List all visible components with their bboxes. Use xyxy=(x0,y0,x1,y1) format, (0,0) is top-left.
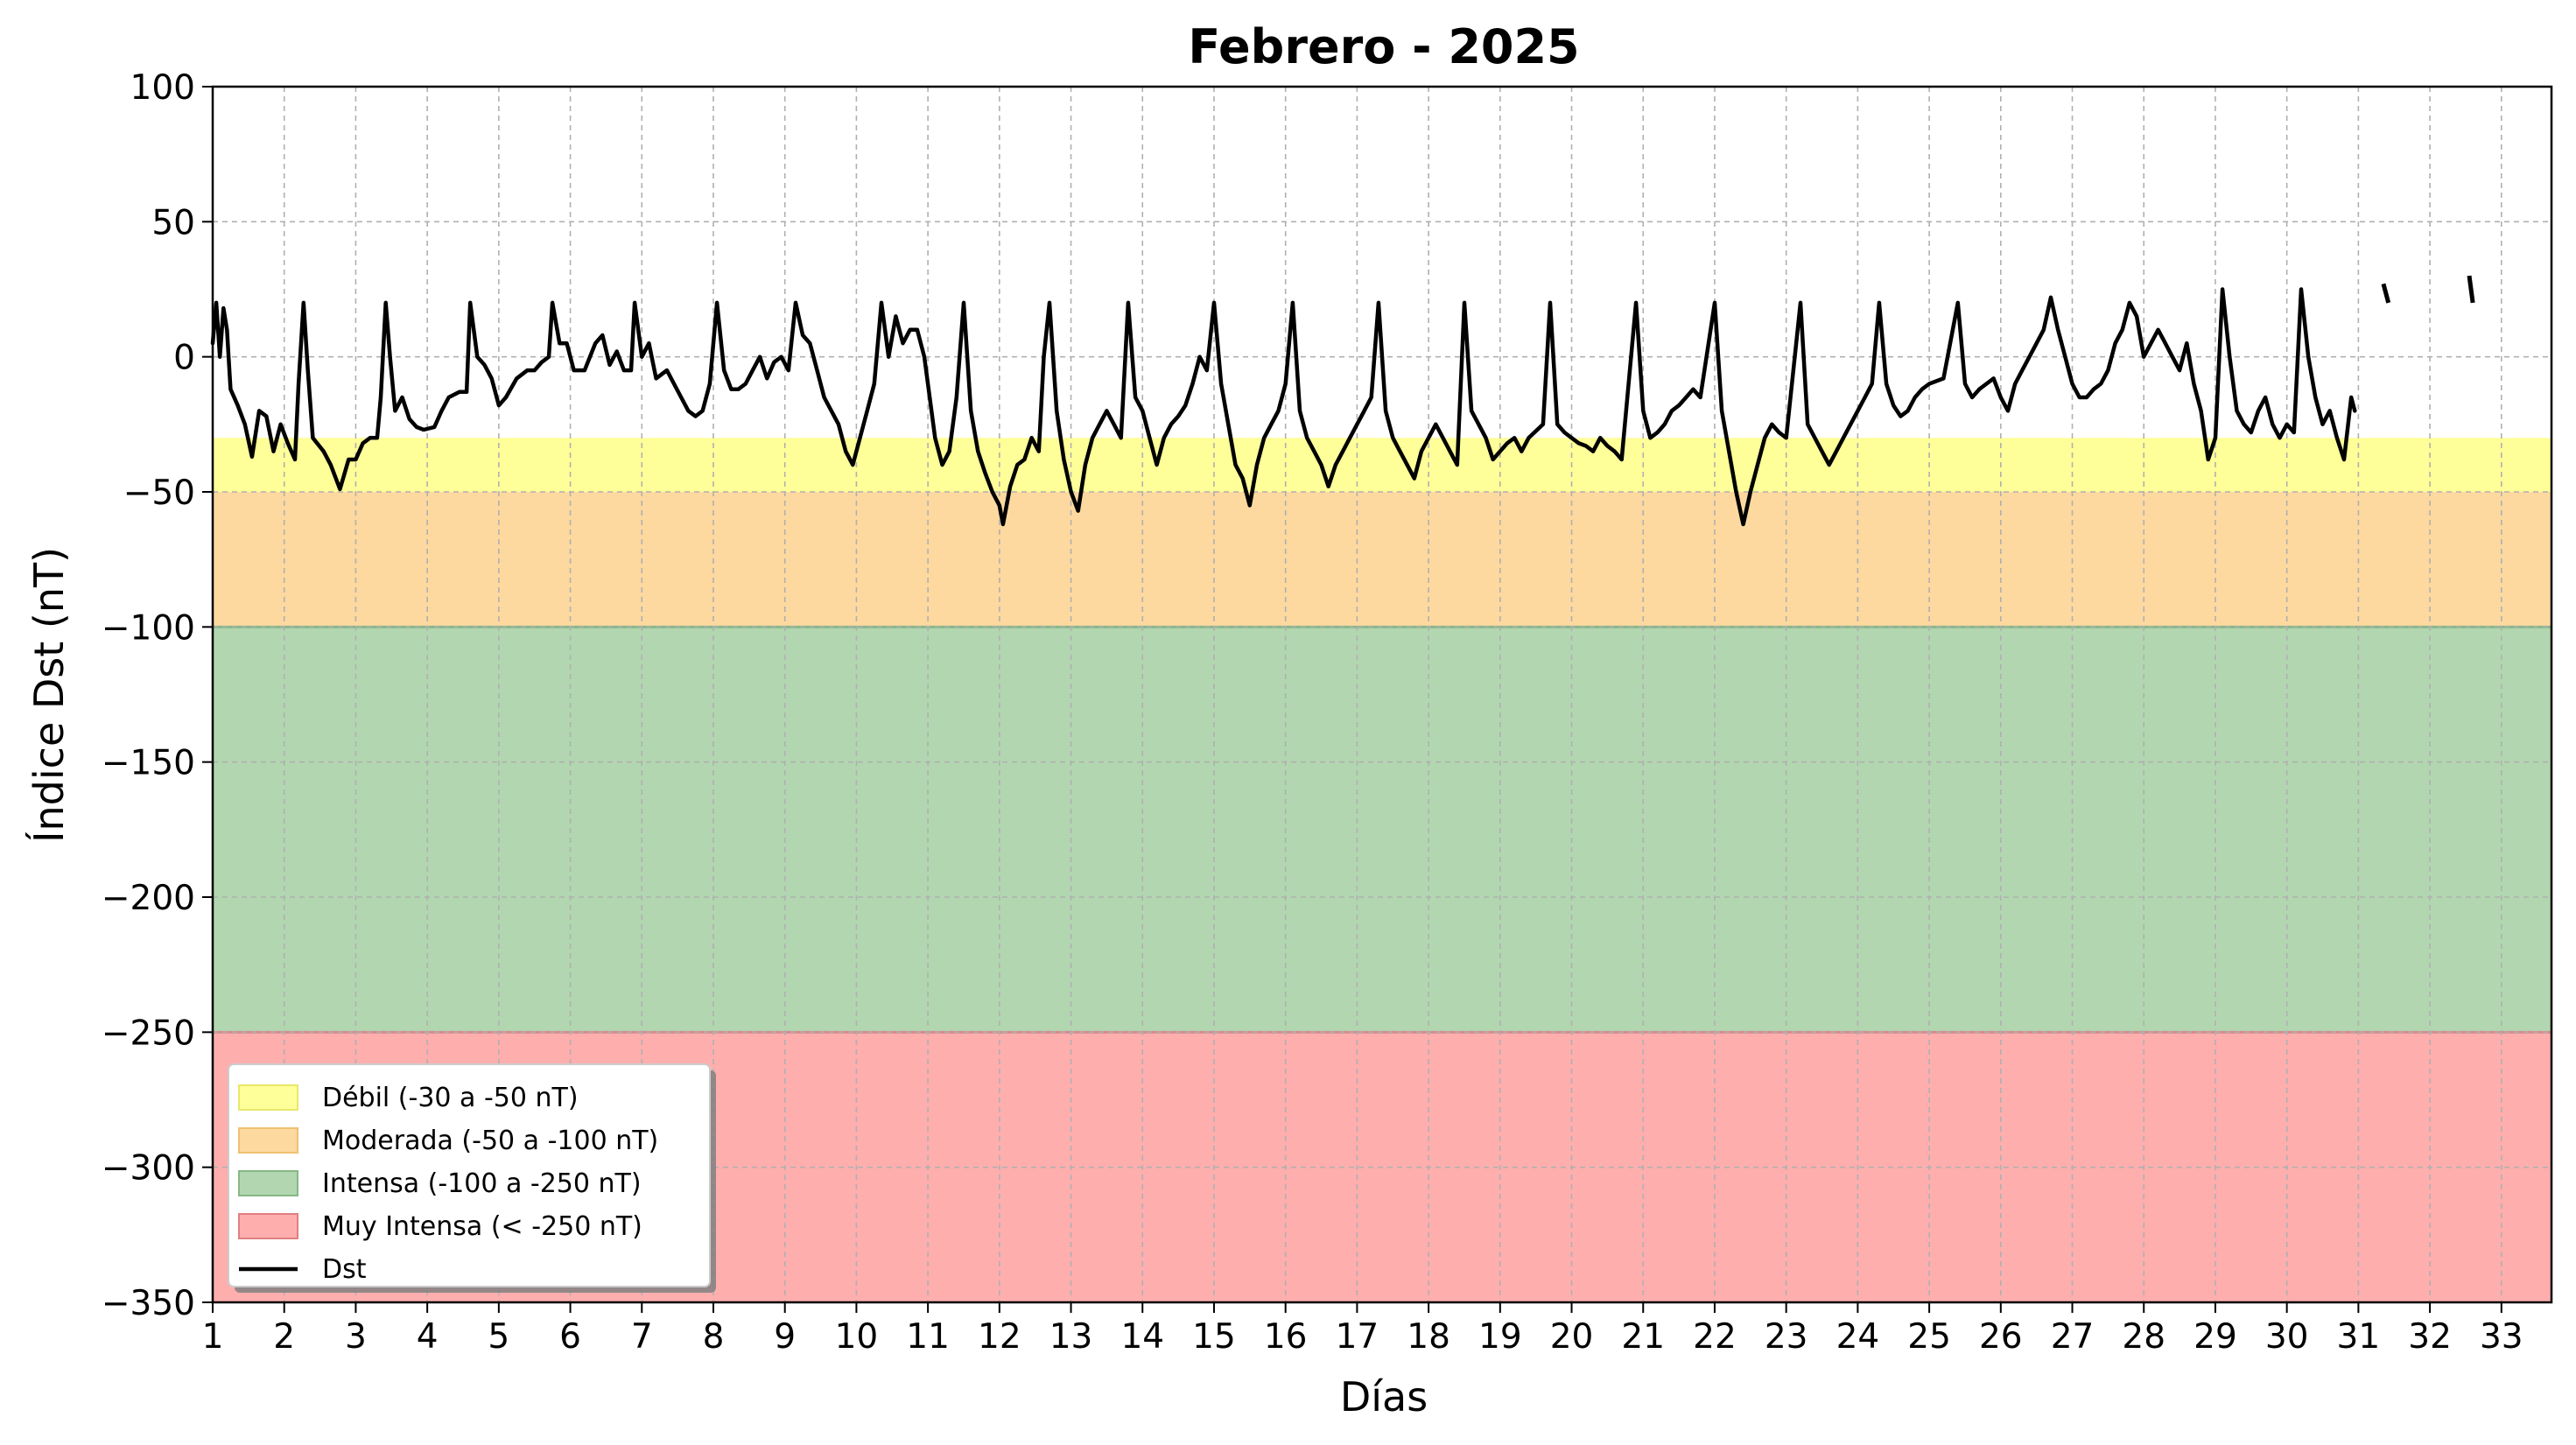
x-tick-label-28: 29 xyxy=(2193,1317,2237,1357)
band-2 xyxy=(213,627,2551,1033)
legend-label-3: Muy Intensa (< -250 nT) xyxy=(322,1211,642,1242)
x-tick-label-23: 24 xyxy=(1836,1317,1880,1357)
x-tick-label-29: 30 xyxy=(2265,1317,2309,1357)
x-tick-label-12: 13 xyxy=(1049,1317,1093,1357)
y-tick-label-1: 50 xyxy=(151,203,195,242)
x-tick-label-20: 21 xyxy=(1621,1317,1665,1357)
band-0 xyxy=(213,438,2551,492)
series-line-0 xyxy=(210,287,2357,527)
x-tick-label-11: 12 xyxy=(978,1317,1021,1357)
legend-box xyxy=(228,1063,711,1287)
series-fragment-0 xyxy=(2381,283,2391,304)
y-tick-label-7: −250 xyxy=(102,1014,195,1053)
x-tick-label-7: 8 xyxy=(703,1317,725,1357)
x-tick-label-16: 17 xyxy=(1336,1317,1379,1357)
x-tick-label-3: 4 xyxy=(417,1317,439,1357)
chart-title: Febrero - 2025 xyxy=(1188,19,1579,74)
x-tick-label-15: 16 xyxy=(1264,1317,1308,1357)
plot-frame xyxy=(211,85,2553,1304)
x-tick-label-9: 10 xyxy=(835,1317,879,1357)
legend: Débil (-30 a -50 nT) Moderada (-50 a -100… xyxy=(228,1063,716,1293)
x-tick-label-18: 19 xyxy=(1478,1317,1522,1357)
x-tick-label-21: 22 xyxy=(1693,1317,1737,1357)
x-tick-label-25: 26 xyxy=(1979,1317,2023,1357)
series-fragment-1 xyxy=(2467,275,2475,304)
x-axis: 1 2 3 4 5 6 7 8 9 10 11 12 13 14 15 16 17 18 19 20 21 22 23 24 2… xyxy=(202,1302,2523,1357)
x-tick-label-19: 20 xyxy=(1550,1317,1594,1357)
x-tick-label-17: 18 xyxy=(1407,1317,1450,1357)
x-tick-label-8: 9 xyxy=(774,1317,796,1357)
x-tick-label-6: 7 xyxy=(631,1317,653,1357)
legend-label-2: Intensa (-100 a -250 nT) xyxy=(322,1168,642,1199)
x-tick-label-1: 2 xyxy=(273,1317,295,1357)
x-tick-label-27: 28 xyxy=(2122,1317,2165,1357)
y-tick-label-3: −50 xyxy=(123,473,195,513)
x-tick-label-32: 33 xyxy=(2480,1317,2523,1357)
x-tick-label-13: 14 xyxy=(1120,1317,1164,1357)
legend-label-series: Dst xyxy=(322,1254,367,1285)
x-tick-label-24: 25 xyxy=(1907,1317,1951,1357)
y-tick-label-0: 100 xyxy=(130,68,195,108)
x-tick-label-10: 11 xyxy=(906,1317,950,1357)
band-1 xyxy=(213,492,2551,628)
x-axis-label: Días xyxy=(1340,1373,1428,1420)
x-tick-label-2: 3 xyxy=(345,1317,367,1357)
legend-swatch-1 xyxy=(238,1127,298,1154)
legend-label-0: Débil (-30 a -50 nT) xyxy=(322,1083,579,1113)
x-tick-label-22: 23 xyxy=(1765,1317,1808,1357)
y-tick-label-4: −100 xyxy=(102,608,195,648)
x-tick-label-4: 5 xyxy=(488,1317,509,1357)
y-axis-label: Índice Dst (nT) xyxy=(25,547,73,843)
y-tick-label-8: −300 xyxy=(102,1149,195,1189)
x-tick-label-31: 32 xyxy=(2408,1317,2452,1357)
legend-swatch-2 xyxy=(238,1170,298,1196)
x-tick-label-30: 31 xyxy=(2337,1317,2381,1357)
x-tick-label-26: 27 xyxy=(2051,1317,2095,1357)
y-tick-label-9: −350 xyxy=(102,1284,195,1323)
series-layer xyxy=(210,275,2475,527)
legend-swatch-0 xyxy=(238,1084,298,1111)
x-tick-label-5: 6 xyxy=(559,1317,581,1357)
y-tick-label-2: 0 xyxy=(173,339,195,378)
y-tick-label-6: −200 xyxy=(102,879,195,918)
legend-label-1: Moderada (-50 a -100 nT) xyxy=(322,1126,658,1156)
y-axis: 100 50 0 −50 −100 −150 −200 −250 −300 −350 xyxy=(102,68,213,1323)
legend-swatch-3 xyxy=(238,1213,298,1239)
y-tick-label-5: −150 xyxy=(102,744,195,783)
x-tick-label-0: 1 xyxy=(202,1317,224,1357)
x-tick-label-14: 15 xyxy=(1192,1317,1236,1357)
